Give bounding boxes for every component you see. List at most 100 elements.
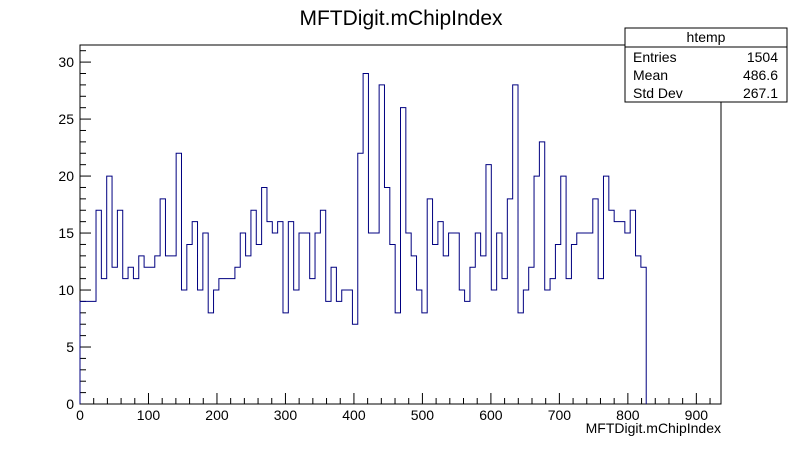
- x-tick-label: 300: [274, 407, 298, 423]
- histogram-bin: [198, 290, 203, 404]
- histogram-bin: [171, 256, 176, 404]
- histogram-bin: [620, 222, 625, 404]
- histogram-bin: [443, 256, 448, 404]
- x-tick-label: 100: [137, 407, 161, 423]
- histogram-bin: [422, 313, 427, 404]
- histogram-bin: [481, 256, 486, 404]
- histogram-bin: [550, 279, 555, 404]
- histogram-bin: [310, 279, 315, 404]
- histogram-bin: [96, 210, 101, 404]
- histogram-bin: [315, 233, 320, 404]
- y-tick-label: 5: [66, 339, 74, 355]
- histogram-bin: [401, 108, 406, 404]
- histogram-bin: [85, 301, 90, 404]
- x-axis: 0 100 200 300 400 500 600 700 800 900: [76, 393, 711, 423]
- y-tick-label: 15: [58, 225, 74, 241]
- plot-frame: [79, 44, 722, 405]
- histogram-bin: [454, 233, 459, 404]
- histogram-bin: [299, 233, 304, 404]
- y-tick-label: 20: [58, 168, 74, 184]
- histogram-bin: [497, 233, 502, 404]
- stats-box-title: htemp: [687, 29, 726, 45]
- stats-entries-value: 1504: [747, 49, 778, 65]
- histogram-bin: [352, 324, 357, 404]
- histogram-bin: [288, 222, 293, 404]
- x-tick-label: 900: [685, 407, 709, 423]
- histogram-bin: [587, 233, 592, 404]
- histogram-bin: [336, 301, 341, 404]
- histogram-bin: [390, 244, 395, 404]
- histogram-bin: [117, 210, 122, 404]
- histogram-bin: [368, 233, 373, 404]
- histogram-bin: [636, 256, 641, 404]
- histogram-bin: [123, 279, 128, 404]
- histogram-bin: [433, 244, 438, 404]
- histogram-bin: [406, 233, 411, 404]
- histogram-bin: [561, 176, 566, 404]
- histogram-bin: [518, 313, 523, 404]
- histogram-bin: [379, 85, 384, 404]
- x-tick-label: 700: [548, 407, 572, 423]
- histogram-bin: [187, 244, 192, 404]
- histogram-bin: [417, 290, 422, 404]
- x-tick-label: 400: [342, 407, 366, 423]
- histogram-bin: [374, 233, 379, 404]
- x-axis-label: MFTDigit.mChipIndex: [586, 420, 721, 436]
- histogram-bin: [235, 267, 240, 404]
- histogram-bin: [165, 256, 170, 404]
- stats-mean-value: 486.6: [743, 67, 778, 83]
- histogram-bin: [320, 210, 325, 404]
- y-tick-label: 25: [58, 111, 74, 127]
- histogram-bin: [609, 210, 614, 404]
- histogram-bin: [128, 267, 133, 404]
- histogram-bin: [176, 153, 181, 404]
- histogram-bin: [251, 210, 256, 404]
- histogram-bin: [603, 176, 608, 404]
- stats-box-frame: [624, 27, 788, 103]
- histogram-bin: [181, 290, 186, 404]
- histogram-bin: [214, 290, 219, 404]
- histogram-bin: [139, 256, 144, 404]
- histogram-bin: [582, 233, 587, 404]
- histogram-bin: [144, 267, 149, 404]
- histogram-bin: [630, 210, 635, 404]
- histogram-bin: [470, 267, 475, 404]
- histogram-bin: [502, 279, 507, 404]
- histogram-bin: [240, 233, 245, 404]
- histogram-bin: [577, 233, 582, 404]
- histogram-bin: [491, 290, 496, 404]
- histogram-bin: [246, 256, 251, 404]
- histogram-bin: [294, 290, 299, 404]
- histogram-bins: [80, 73, 646, 404]
- histogram-bin: [203, 233, 208, 404]
- y-tick-label: 10: [58, 282, 74, 298]
- histogram-bin: [331, 267, 336, 404]
- histogram-bin: [523, 290, 528, 404]
- histogram-bin: [224, 279, 229, 404]
- x-tick-label: 600: [479, 407, 503, 423]
- stats-box: htemp Entries 1504 Mean 486.6 Std Dev 26…: [624, 27, 788, 103]
- histogram-bin: [427, 199, 432, 404]
- histogram-bin: [438, 222, 443, 404]
- histogram-bin: [160, 199, 165, 404]
- stats-mean-label: Mean: [633, 67, 668, 83]
- histogram-bin: [641, 267, 646, 404]
- histogram-bin: [80, 301, 85, 404]
- histogram-bin: [593, 199, 598, 404]
- histogram-bin: [465, 301, 470, 404]
- histogram-bin: [272, 233, 277, 404]
- histogram-bin: [283, 313, 288, 404]
- histogram-bin: [545, 290, 550, 404]
- chart-title: MFTDigit.mChipIndex: [299, 7, 503, 30]
- histogram-bin: [208, 313, 213, 404]
- histogram-bin: [358, 153, 363, 404]
- y-tick-label: 30: [58, 54, 74, 70]
- histogram-bin: [566, 279, 571, 404]
- histogram-bin: [384, 187, 389, 404]
- histogram-bin: [486, 165, 491, 404]
- histogram-bin: [192, 222, 197, 404]
- histogram-bin: [112, 267, 117, 404]
- stats-stddev-label: Std Dev: [633, 85, 683, 101]
- histogram-bin: [267, 222, 272, 404]
- histogram-bin: [513, 85, 518, 404]
